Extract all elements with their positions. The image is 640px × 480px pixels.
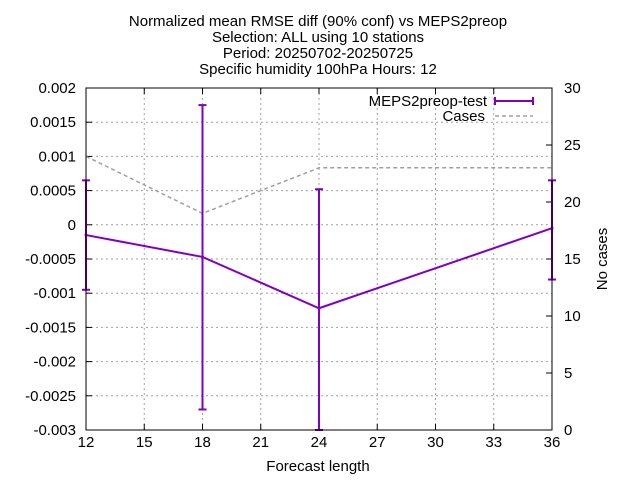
y-axis: 0.002 0.0015 0.001 0.0005 0 -0.0005 -0.001 -0.0… [25,80,92,439]
x-tick-label: 27 [369,434,386,451]
y2-axis-label: No cases [594,228,611,291]
data-point [201,255,204,259]
y-tick-label: 0.002 [38,80,76,97]
x-axis: 12 15 18 21 24 27 30 33 36 [78,88,561,451]
legend-mark-series-1 [494,97,534,105]
legend: MEPS2preop-test Cases [369,93,534,125]
x-axis-label: Forecast length [266,458,369,475]
data-point [317,306,321,310]
series-line-cases [85,155,552,215]
x-tick-label: 15 [136,434,153,451]
title-line-1: Normalized mean RMSE diff (90% conf) vs … [129,13,507,30]
x-tick-label: 21 [252,434,269,451]
y-tick-label: -0.003 [33,422,76,439]
y-tick-label: 0.001 [38,148,76,165]
x-tick-label: 12 [78,434,95,451]
y2-tick-label: 25 [564,137,581,154]
y2-tick-label: 10 [564,308,581,325]
chart-title: Normalized mean RMSE diff (90% conf) vs … [129,13,507,78]
x-tick-label: 24 [311,434,328,451]
y2-tick-label: 5 [564,365,572,382]
y-tick-label: -0.002 [33,354,76,371]
y2-tick-label: 20 [564,194,581,211]
x-tick-label: 36 [544,434,561,451]
y2-axis: 30 25 20 15 10 5 0 [546,80,581,439]
series-line-meps2preop-test [85,227,553,310]
y-tick-label: -0.001 [33,285,76,302]
legend-label-series-2: Cases [442,108,485,125]
y-tick-label: -0.0015 [25,319,76,336]
y-tick-label: -0.0005 [25,251,76,268]
y-tick-label: 0.0015 [30,114,76,131]
y-tick-label: 0 [68,217,76,234]
y2-tick-label: 0 [564,422,572,439]
y2-tick-label: 15 [564,251,581,268]
y-tick-label: 0.0005 [30,183,76,200]
title-line-3: Period: 20250702-20250725 [223,45,413,62]
title-line-2: Selection: ALL using 10 stations [212,29,424,46]
title-line-4: Specific humidity 100hPa Hours: 12 [199,61,437,78]
x-tick-label: 30 [427,434,444,451]
y2-tick-label: 30 [564,80,581,97]
legend-label-series-1: MEPS2preop-test [369,93,488,110]
plot-frame [85,87,553,431]
x-tick-label: 18 [194,434,211,451]
y-tick-label: -0.0025 [25,388,76,405]
x-tick-label: 33 [485,434,502,451]
